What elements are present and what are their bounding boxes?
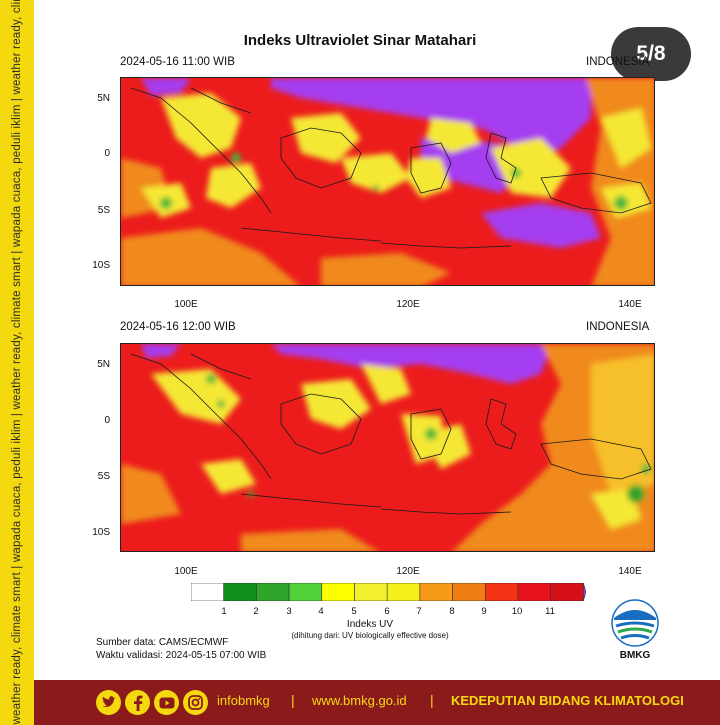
- coastlines-1: [130, 87, 652, 249]
- colorbar-cell: [517, 583, 552, 601]
- colorbar-subtitle: (dihitung dari: UV biologically effectiv…: [291, 631, 449, 640]
- colorbar-label-9: 9: [481, 606, 487, 617]
- colorbar-label-5: 5: [351, 606, 357, 617]
- colorbar-cell: [288, 583, 323, 601]
- colorbar-cell: [452, 583, 486, 601]
- colorbar-label-11: 11: [545, 606, 555, 617]
- map-1-lat-tick-5s: 5S: [97, 205, 110, 216]
- map-2-lon-tick-120e: 120E: [396, 566, 420, 577]
- map-2-lon-tick-140e: 140E: [618, 566, 642, 577]
- map-1-lat-tick-10s: 10S: [92, 260, 110, 271]
- slide-counter-badge: 5/8: [611, 27, 691, 81]
- map-1-datetime: 2024-05-16 11:00 WIB: [120, 56, 235, 68]
- colorbar-cell: [419, 583, 453, 601]
- footer-separator-2: |: [430, 692, 434, 708]
- source-data: Sumber data: CAMS/ECMWF: [96, 637, 229, 648]
- facebook-icon[interactable]: [125, 690, 150, 715]
- colorbar-label-4: 4: [318, 606, 324, 617]
- youtube-icon[interactable]: [154, 690, 179, 715]
- map-1-lon-tick-140e: 140E: [618, 299, 642, 310]
- page-title: Indeks Ultraviolet Sinar Matahari: [243, 32, 477, 49]
- colorbar-cell: [321, 583, 355, 601]
- colorbar-cell: [550, 583, 584, 601]
- colorbar-label-10: 10: [511, 606, 523, 617]
- colorbar-cell: [354, 583, 388, 601]
- footer-separator-1: |: [291, 692, 295, 708]
- footer-bar: infobmkg | www.bmkg.go.id | KEDEPUTIAN B…: [34, 680, 720, 725]
- colorbar-cell: [256, 583, 290, 601]
- colorbar-cell: [191, 583, 225, 601]
- side-strip-text: weather ready, climate smart | wapada cu…: [11, 0, 23, 725]
- colorbar-label-3: 3: [286, 606, 292, 617]
- side-strip: weather ready, climate smart | wapada cu…: [0, 0, 34, 725]
- uv-colorbar: [191, 583, 586, 601]
- colorbar-label-6: 6: [384, 606, 390, 617]
- colorbar-cell: [386, 583, 421, 601]
- colorbar-cell: [223, 583, 257, 601]
- footer-handle[interactable]: infobmkg: [217, 693, 270, 708]
- validation-time: Waktu validasi: 2024-05-15 07:00 WIB: [96, 650, 267, 661]
- uv-map-1100-svg: [121, 78, 654, 285]
- map-1-lon-tick-120e: 120E: [396, 299, 420, 310]
- twitter-icon[interactable]: [96, 690, 121, 715]
- footer-website-link[interactable]: www.bmkg.go.id: [312, 693, 407, 708]
- map-2-region: INDONESIA: [586, 321, 650, 333]
- map-1-lat-tick-5n: 5N: [97, 93, 110, 104]
- map-2-lon-tick-100e: 100E: [174, 566, 198, 577]
- uv-map-1200-svg: [121, 344, 654, 551]
- footer-department: KEDEPUTIAN BIDANG KLIMATOLOGI: [451, 693, 684, 708]
- colorbar-label-2: 2: [253, 606, 259, 617]
- map-2-lat-tick-10s: 10S: [92, 527, 110, 538]
- map-2-lat-tick-5s: 5S: [97, 471, 110, 482]
- map-1-lon-tick-100e: 100E: [174, 299, 198, 310]
- map-2-lat-tick-0: 0: [104, 415, 110, 426]
- map-2-datetime: 2024-05-16 12:00 WIB: [120, 321, 236, 333]
- colorbar-label-8: 8: [449, 606, 455, 617]
- colorbar-cell: [484, 583, 519, 601]
- bmkg-logo-text: BMKG: [619, 650, 651, 661]
- map-1-region: INDONESIA: [586, 56, 650, 68]
- coastlines-2: [130, 353, 652, 515]
- uv-map-1200: [120, 343, 655, 552]
- map-1-lat-tick-0: 0: [104, 148, 110, 159]
- colorbar-label-7: 7: [416, 606, 422, 617]
- bmkg-logo-icon: [611, 599, 659, 647]
- instagram-icon[interactable]: [183, 690, 208, 715]
- uv-map-1100: [120, 77, 655, 286]
- colorbar-extend-arrow: [583, 583, 586, 601]
- colorbar-title: Indeks UV: [346, 619, 394, 630]
- colorbar-label-1: 1: [221, 606, 227, 617]
- map-2-lat-tick-5n: 5N: [97, 359, 110, 370]
